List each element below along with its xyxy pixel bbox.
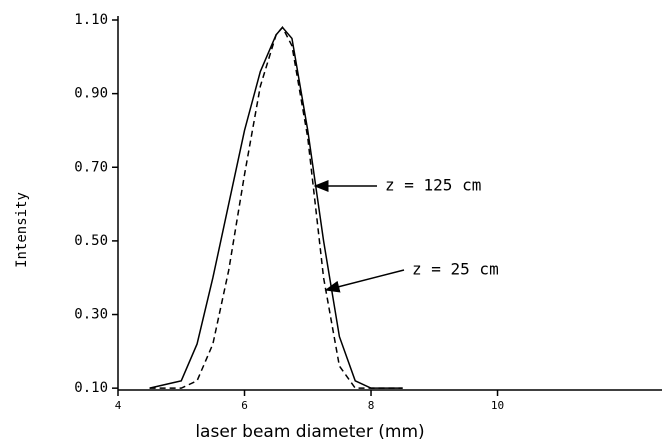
x-axis-label: laser beam diameter (mm) xyxy=(195,422,424,442)
data-line xyxy=(149,26,403,389)
x-tick-label: 8 xyxy=(368,399,375,412)
x-tick-label: 10 xyxy=(491,399,504,412)
annotation: z = 125 cm xyxy=(385,176,481,195)
y-tick-label: 0.90 xyxy=(74,86,108,102)
annotation: z = 25 cm xyxy=(412,260,499,279)
y-tick-label: 0.70 xyxy=(74,159,108,175)
data-line xyxy=(149,26,403,389)
y-tick-label: 0.30 xyxy=(74,307,108,323)
annotation-arrow xyxy=(324,269,405,293)
y-tick-label: 0.10 xyxy=(74,380,108,396)
y-tick-label: 1.10 xyxy=(74,12,108,28)
y-tick-label: 0.50 xyxy=(74,233,108,249)
x-tick-label: 4 xyxy=(115,399,122,412)
y-axis-label: Intensity xyxy=(14,192,30,268)
x-tick-label: 6 xyxy=(241,399,248,412)
